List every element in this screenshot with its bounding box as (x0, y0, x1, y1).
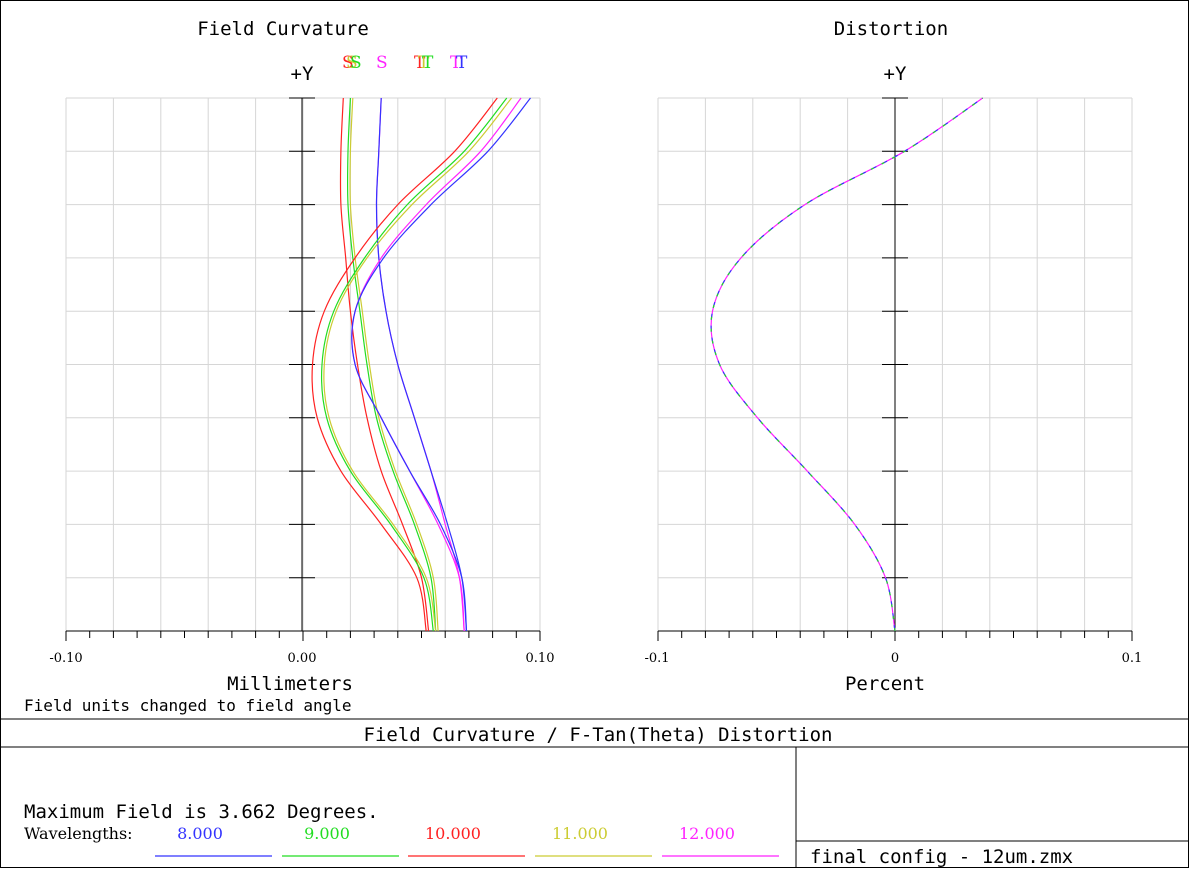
fc-curve-5 (311, 97, 498, 632)
field-curvature-y-label: +Y (291, 63, 314, 85)
fc-curve-4 (375, 97, 468, 632)
wavelength-value: 10.000 (425, 824, 481, 843)
field-curvature-x-label: Millimeters (227, 673, 353, 695)
legend-letter-t: T (414, 53, 426, 73)
dist-x-tick-label-max: 0.1 (1122, 651, 1143, 666)
dist-x-tick-label-zero: 0 (891, 651, 899, 666)
field-curvature-plot (65, 97, 541, 641)
distortion-title: Distortion (834, 18, 948, 40)
distortion-x-label: Percent (845, 673, 925, 695)
dist-curve-2 (710, 97, 984, 632)
fc-x-tick-label-max: 0.10 (526, 651, 555, 666)
legend-letter-t: T (418, 53, 430, 73)
distortion-plot (657, 97, 1133, 641)
legend-letter-t: T (450, 53, 462, 73)
distortion-y-label: +Y (884, 63, 907, 85)
maximum-field-text: Maximum Field is 3.662 Degrees. (24, 801, 379, 823)
legend-letter-s: S (376, 53, 388, 73)
legend-letter-s: S (342, 53, 354, 73)
file-name: final config - 12um.zmx (810, 846, 1073, 868)
dist-x-tick-label-min: -0.1 (644, 651, 669, 666)
legend-letter-t: T (456, 53, 468, 73)
wavelength-value: 11.000 (552, 824, 608, 843)
legend-letter-t: T (422, 53, 434, 73)
fc-curve-6 (320, 97, 508, 632)
field-curvature-title: Field Curvature (197, 18, 369, 40)
wavelength-value: 12.000 (679, 824, 735, 843)
wavelength-value: 8.000 (177, 824, 223, 843)
legend-letter-s: S (346, 53, 358, 73)
fc-x-tick-label-min: -0.10 (49, 651, 82, 666)
fc-curve-7 (323, 97, 513, 632)
fc-curve-9 (351, 97, 531, 632)
wavelength-value: 9.000 (304, 824, 350, 843)
fc-curve-0 (339, 97, 430, 632)
fc-curve-2 (349, 97, 439, 632)
fc-x-tick-label-zero: 0.00 (288, 651, 317, 666)
sagittal-tangential-legend: SSS S TTT TT (342, 53, 468, 73)
footer-title: Field Curvature / F-Tan(Theta) Distortio… (364, 724, 833, 746)
legend-letter-s: S (350, 53, 362, 73)
wavelengths-label: Wavelengths: (24, 824, 133, 843)
field-units-note: Field units changed to field angle (24, 696, 352, 715)
wavelength-legend: 8.000 9.000 10.000 11.000 12.000 (155, 824, 779, 857)
fc-curve-1 (346, 97, 437, 632)
